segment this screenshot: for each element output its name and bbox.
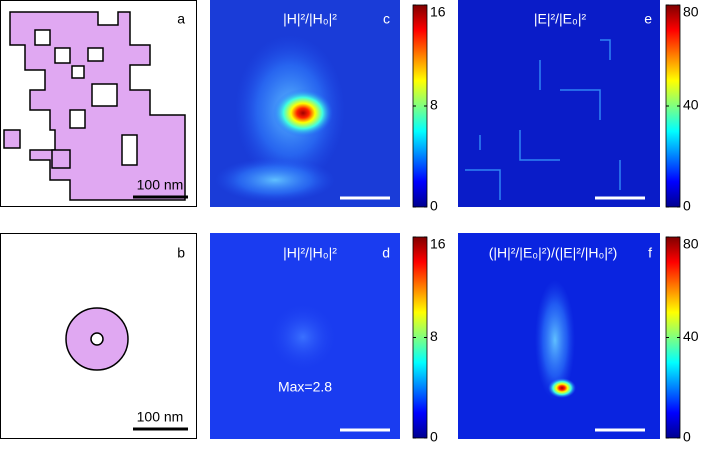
heatmap-region [268,302,338,372]
ring-hole [90,332,104,346]
panel-title: |H|²/|H₀|² [283,11,337,27]
colorbar-tick-label: 8 [430,328,438,344]
panel-title: (|H|²/|E₀|²)/(|E|²/|H₀|²) [489,245,618,261]
colorbar-tick-label: 40 [683,328,699,344]
holes [34,29,138,166]
colorbar-tick-label: 80 [683,236,699,252]
colorbar-tick-label: 16 [430,236,446,252]
colorbar-tick-label: 0 [430,198,438,214]
colorbar-tick-label: 0 [430,429,438,445]
panel-e: |E|²/|E₀|² e [458,0,660,207]
panel-title: |E|²/|E₀|² [534,11,587,27]
panel-title: |H|²/|H₀|² [283,245,337,261]
panel-c: |H|²/|H₀|² c [210,0,400,207]
annotation: Max=2.8 [278,379,332,395]
panel-label: c [383,11,390,27]
colorbar-tick-label: 8 [430,97,438,113]
scale-bar-label: 100 nm [137,409,184,425]
heatmap [458,0,660,207]
scale-bar-label: 100 nm [137,177,184,193]
colorbar-tick-label: 40 [683,97,699,113]
heatmap-region [535,280,575,400]
panel-b: b 100 nm [0,233,197,439]
edge-fields [465,39,621,200]
colorbar-tick-label: 0 [683,429,691,445]
panel-label: a [177,11,185,27]
panel-f: (|H|²/|E₀|²)/(|E|²/|H₀|²) f [458,233,660,439]
island [3,129,21,149]
panel-label: d [382,245,390,261]
panel-d: |H|²/|H₀|² d Max=2.8 [210,233,400,439]
colorbar-tick-label: 80 [683,4,699,20]
colorbar-tick-label: 0 [683,198,691,214]
colorbar-tick-label: 16 [430,4,446,20]
heatmap-region [215,158,335,202]
panel-label: f [648,245,652,261]
panel-label: e [644,11,652,27]
panel-a: a 100 nm [0,0,197,207]
hotspot [273,89,333,137]
panel-label: b [177,245,185,261]
hotspot [548,378,576,398]
island [51,149,71,169]
